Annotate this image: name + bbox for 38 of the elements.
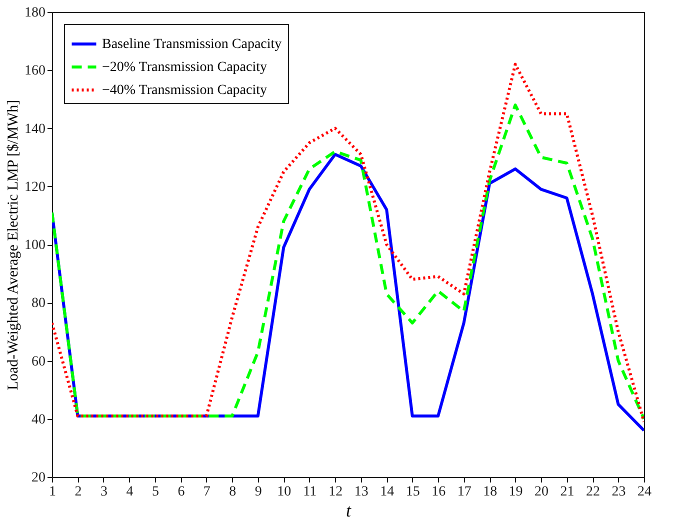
x-tick-label: 12 xyxy=(328,484,343,500)
y-tick-label: 80 xyxy=(32,296,46,312)
x-tick-label: 22 xyxy=(586,484,600,500)
x-tick-label: 23 xyxy=(612,484,626,500)
x-axis-title: t xyxy=(346,500,352,520)
x-tick-label: 5 xyxy=(152,484,159,500)
x-tick-label: 11 xyxy=(303,484,317,500)
legend-label: Baseline Transmission Capacity xyxy=(102,37,282,52)
x-tick-label: 13 xyxy=(354,484,368,500)
y-tick-label: 180 xyxy=(24,6,46,20)
x-tick-label: 18 xyxy=(483,484,498,500)
x-tick-label: 21 xyxy=(560,484,574,500)
legend-label: −40% Transmission Capacity xyxy=(102,83,268,98)
x-tick-label: 9 xyxy=(254,484,262,500)
x-tick-label: 24 xyxy=(638,484,652,500)
y-tick-label: 160 xyxy=(24,64,46,79)
x-tick-label: 2 xyxy=(74,484,82,500)
legend-label: −20% Transmission Capacity xyxy=(102,60,268,75)
x-tick-label: 6 xyxy=(178,484,185,500)
y-tick-label: 120 xyxy=(24,180,46,195)
x-tick-label: 20 xyxy=(534,484,549,500)
y-axis-title: Load-Weighted Average Electric LMP [$/MWh] xyxy=(6,100,22,390)
x-tick-label: 8 xyxy=(229,484,236,500)
x-tick-label: 17 xyxy=(457,484,472,500)
x-tick-label: 19 xyxy=(508,484,523,500)
y-tick-label: 60 xyxy=(32,354,46,370)
y-tick-label: 40 xyxy=(32,412,46,428)
x-tick-label: 14 xyxy=(380,484,394,500)
x-tick-label: 16 xyxy=(432,484,446,500)
y-tick-label: 140 xyxy=(24,122,46,137)
x-tick-label: 15 xyxy=(406,484,420,500)
x-tick-label: 3 xyxy=(100,484,108,500)
x-tick-label: 4 xyxy=(126,484,134,500)
x-tick-label: 10 xyxy=(277,484,292,500)
x-tick-label: 7 xyxy=(203,484,210,500)
x-tick-label: 1 xyxy=(49,484,56,500)
y-tick-label: 20 xyxy=(32,470,46,486)
y-tick-label: 100 xyxy=(24,238,46,253)
